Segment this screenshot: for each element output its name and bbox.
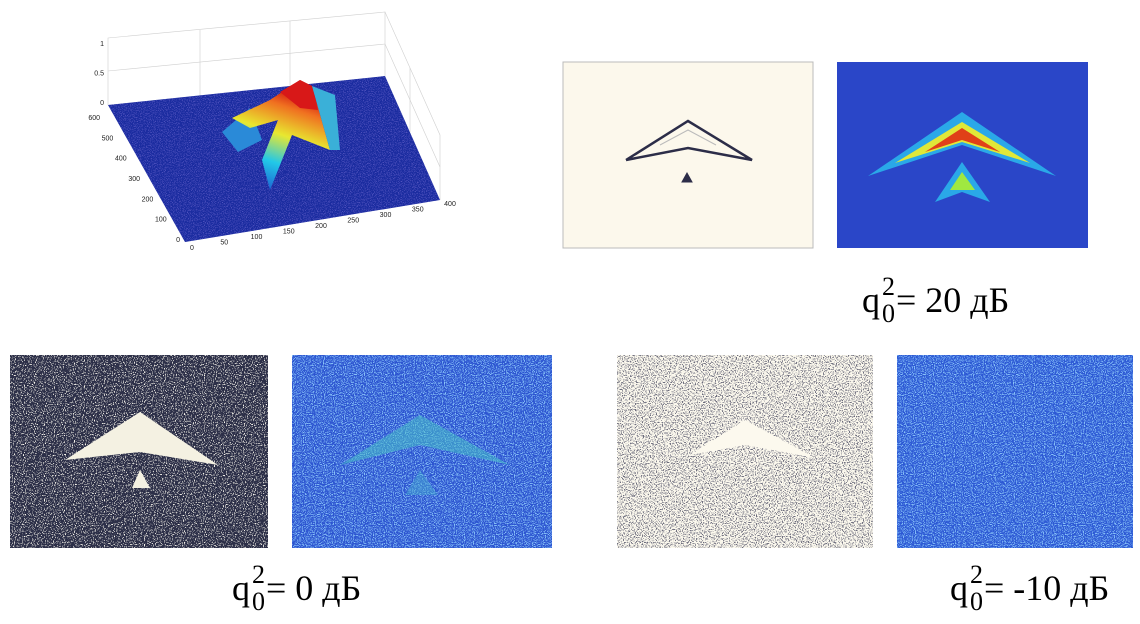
intensity-image-20db	[837, 62, 1088, 248]
caption-text: = 20 дБ	[896, 280, 1009, 320]
caption-subscript: 0	[970, 587, 983, 616]
caption-subscript: 0	[252, 587, 265, 616]
y-tick-label: 200	[142, 196, 154, 203]
z-tick-label: 0	[100, 100, 104, 107]
x-tick-label: 150	[283, 229, 295, 236]
noise	[292, 355, 552, 548]
caption-superscript: 2	[882, 272, 895, 301]
x-tick-label: 200	[315, 223, 327, 230]
slide: 10.5060050040030020010000501001502002503…	[0, 0, 1140, 624]
noise	[897, 355, 1133, 548]
caption-superscript: 2	[970, 560, 983, 589]
caption-text: = -10 дБ	[984, 568, 1109, 608]
caption-subscript: 0	[882, 299, 895, 328]
noise	[617, 355, 873, 548]
binary-image-20db	[563, 62, 813, 248]
caption-symbol: q	[232, 568, 250, 608]
x-tick-label: 0	[190, 245, 194, 252]
x-tick-label: 100	[251, 234, 263, 241]
x-tick-label: 300	[380, 212, 392, 219]
y-tick-label: 400	[115, 156, 127, 163]
x-tick-label: 50	[220, 240, 228, 247]
y-tick-label: 500	[102, 135, 114, 142]
caption-symbol: q	[950, 568, 968, 608]
x-tick-label: 400	[444, 201, 456, 208]
caption-superscript: 2	[252, 560, 265, 589]
caption-symbol: q	[862, 280, 880, 320]
caption-text: = 0 дБ	[266, 568, 361, 608]
y-tick-label: 300	[128, 176, 140, 183]
x-tick-label: 250	[347, 218, 359, 225]
y-tick-label: 600	[88, 115, 100, 122]
x-tick-label: 350	[412, 207, 424, 214]
y-tick-label: 0	[176, 237, 180, 244]
z-tick-label: 0.5	[94, 71, 104, 78]
y-tick-label: 100	[155, 217, 167, 224]
z-tick-label: 1	[100, 41, 104, 48]
box-grid	[108, 44, 385, 71]
